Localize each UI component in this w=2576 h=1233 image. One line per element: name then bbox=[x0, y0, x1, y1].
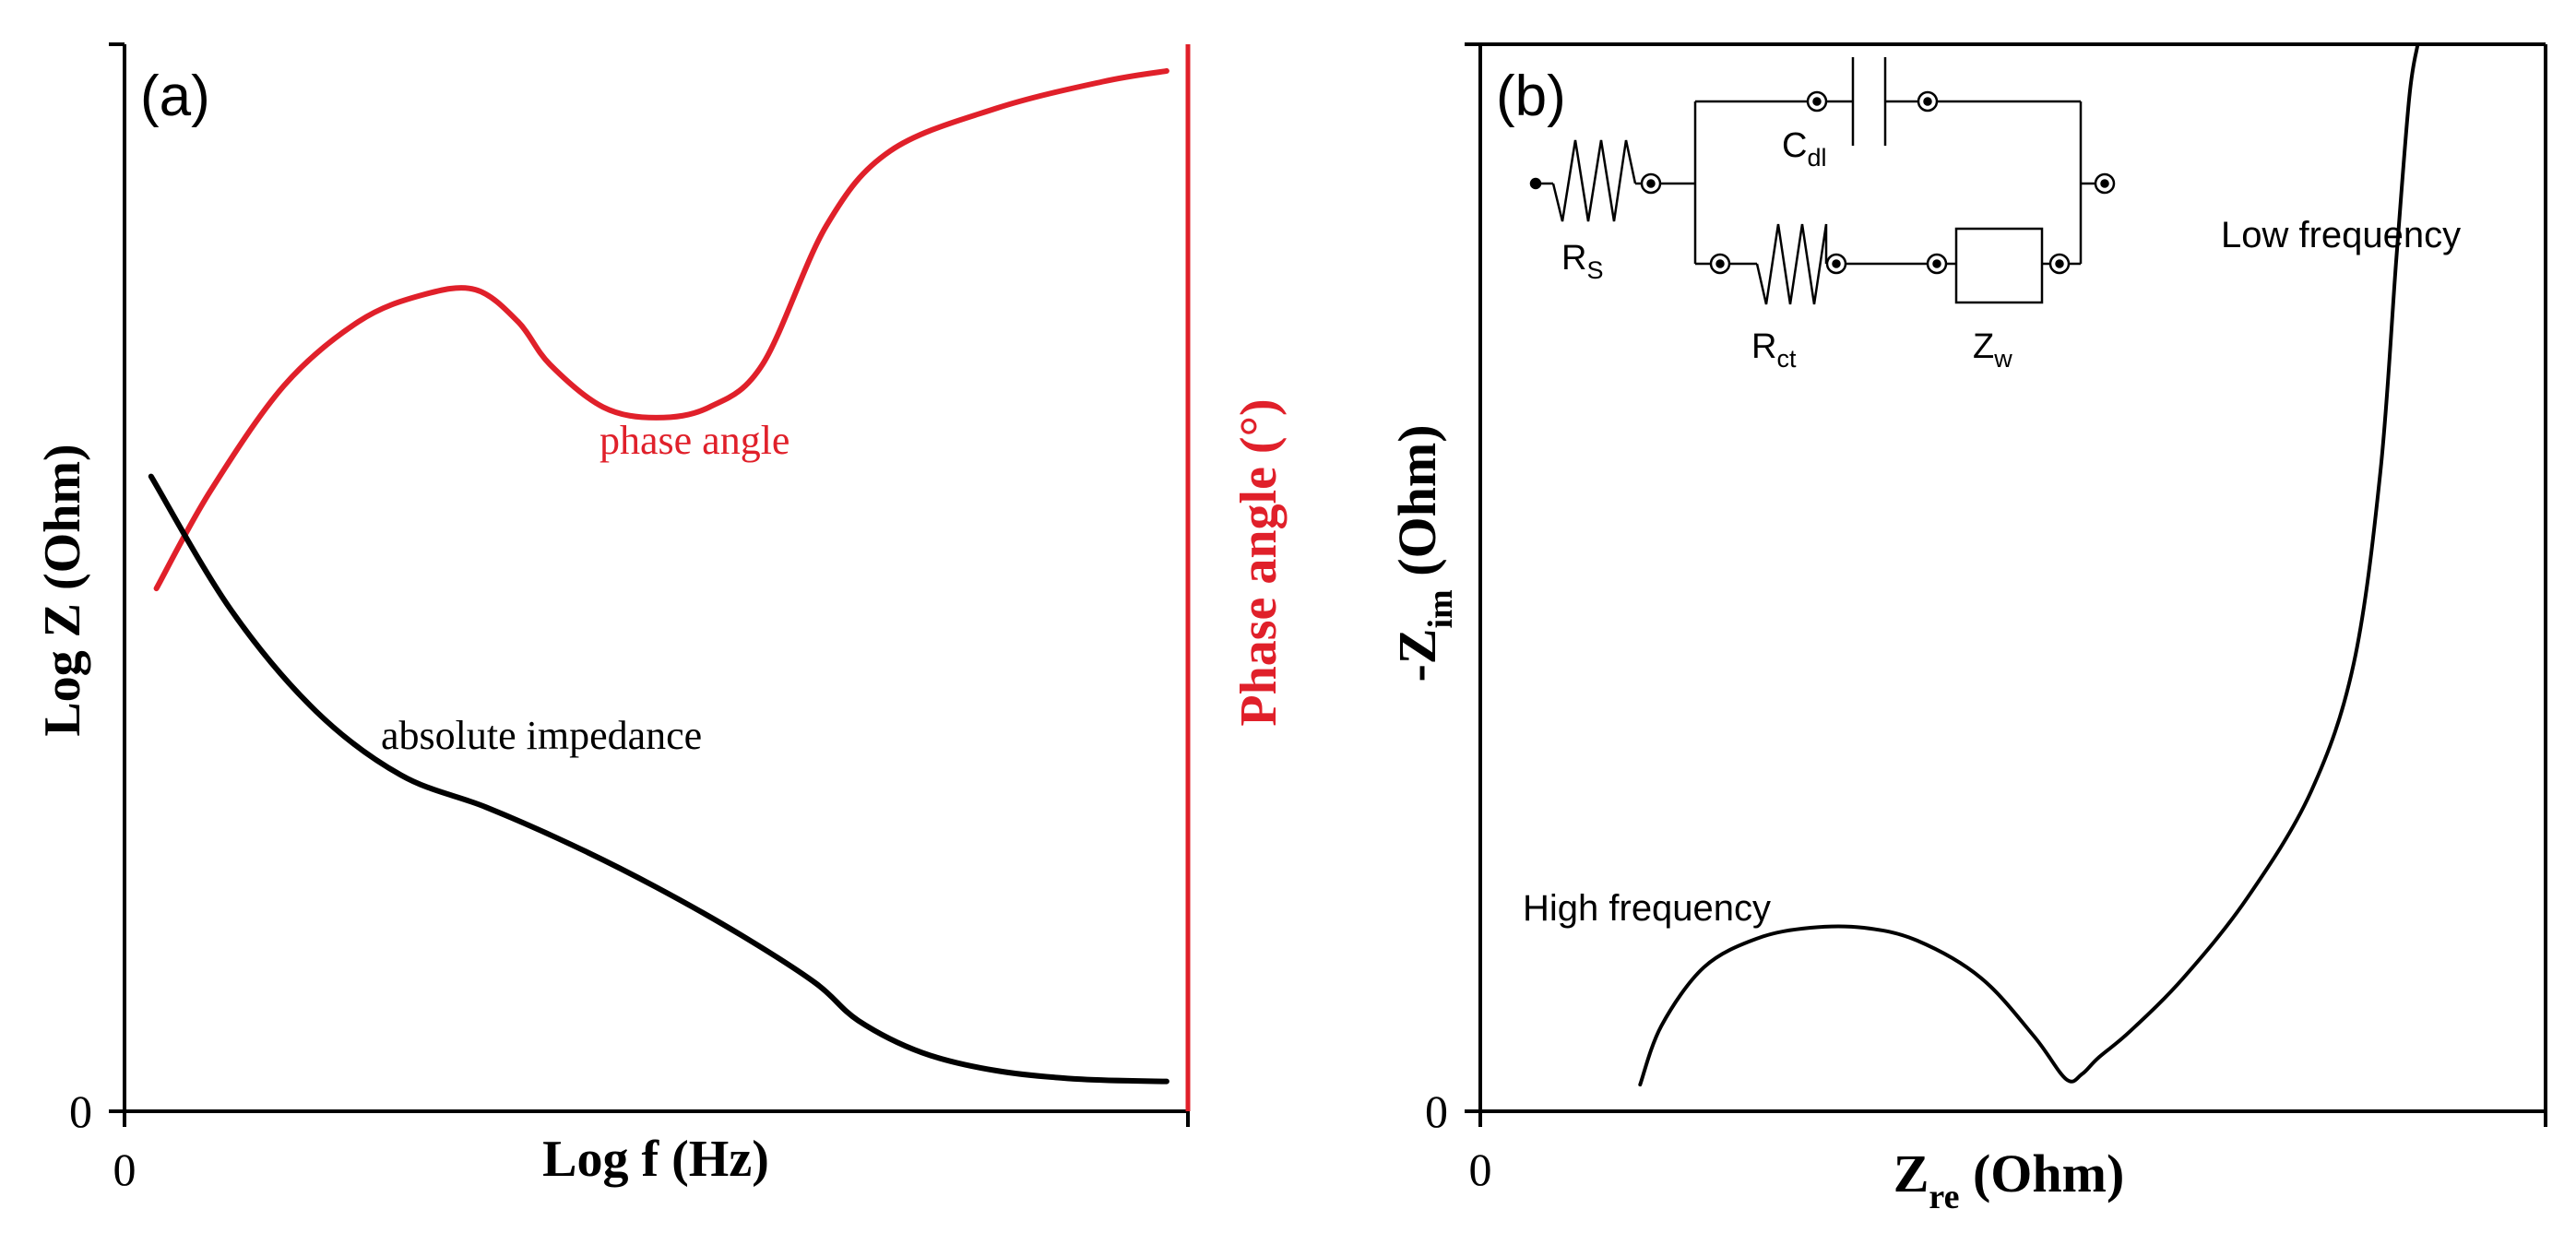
nyquist-x-axis-title: Zre (Ohm) bbox=[1893, 1144, 2125, 1216]
output-node-dot bbox=[2100, 179, 2109, 188]
nyquist-panel-label: (b) bbox=[1496, 65, 1566, 128]
bode-panel: (a) phase angle absolute impedance 0 0 L… bbox=[34, 42, 1288, 1195]
nyquist-x-tick-label: 0 bbox=[1469, 1144, 1492, 1195]
rs-label: RS bbox=[1561, 239, 1603, 284]
bode-x-tick-label: 0 bbox=[113, 1144, 137, 1195]
zw-node-right-dot bbox=[2055, 259, 2064, 268]
cdl-node-left-dot bbox=[1812, 97, 1822, 106]
zw-sub: w bbox=[1993, 345, 2012, 373]
cdl-main: C bbox=[1782, 126, 1807, 165]
high-frequency-label: High frequency bbox=[1523, 888, 1771, 929]
rs-resistor bbox=[1551, 139, 1637, 222]
zw-element bbox=[1954, 227, 2044, 304]
rct-node-right-dot bbox=[1832, 259, 1841, 268]
zim-sub: im bbox=[1421, 589, 1460, 628]
phase-angle-line bbox=[153, 67, 1169, 592]
bode-left-axis-title: Log Z (Ohm) bbox=[34, 444, 91, 736]
bode-y-tick-label: 0 bbox=[69, 1085, 92, 1137]
zw-node-left-dot bbox=[1932, 259, 1941, 268]
phase-angle-label: phase angle bbox=[599, 418, 789, 463]
zre-unit: (Ohm) bbox=[1959, 1144, 2124, 1203]
absolute-impedance-label: absolute impedance bbox=[381, 713, 702, 758]
rs-main: R bbox=[1561, 239, 1586, 278]
nyquist-y-tick-label: 0 bbox=[1425, 1085, 1448, 1137]
equivalent-circuit bbox=[1529, 57, 2116, 305]
rs-sub: S bbox=[1586, 256, 1603, 284]
cdl-label: Cdl bbox=[1782, 126, 1826, 172]
bode-right-axis-title: Phase angle (°) bbox=[1230, 398, 1288, 726]
zim-unit: (Ohm) bbox=[1387, 424, 1447, 589]
rct-label: Rct bbox=[1751, 327, 1797, 373]
bode-panel-label: (a) bbox=[140, 65, 210, 128]
bode-x-axis-title: Log f (Hz) bbox=[542, 1131, 769, 1188]
zw-label: Zw bbox=[1973, 327, 2012, 373]
zre-sub: re bbox=[1929, 1178, 1959, 1216]
cdl-sub: dl bbox=[1807, 144, 1826, 172]
zre-main: Z bbox=[1893, 1144, 1929, 1203]
rct-node-left-dot bbox=[1715, 259, 1725, 268]
rct-sub: ct bbox=[1776, 345, 1797, 373]
nyquist-y-axis-title: -Zim (Ohm) bbox=[1387, 424, 1460, 682]
nyquist-panel: (b) High frequency Low frequency 0 0 Zre… bbox=[1387, 42, 2547, 1216]
low-frequency-label: Low frequency bbox=[2221, 215, 2461, 255]
rct-main: R bbox=[1751, 327, 1776, 366]
cdl-node-right-dot bbox=[1923, 97, 1932, 106]
zw-main: Z bbox=[1973, 327, 1994, 366]
nyquist-line bbox=[1638, 42, 2420, 1087]
zim-main: -Z bbox=[1387, 629, 1447, 682]
absolute-impedance-line bbox=[148, 473, 1169, 1085]
rct-resistor bbox=[1755, 223, 1828, 305]
rs-node-dot bbox=[1646, 179, 1656, 188]
